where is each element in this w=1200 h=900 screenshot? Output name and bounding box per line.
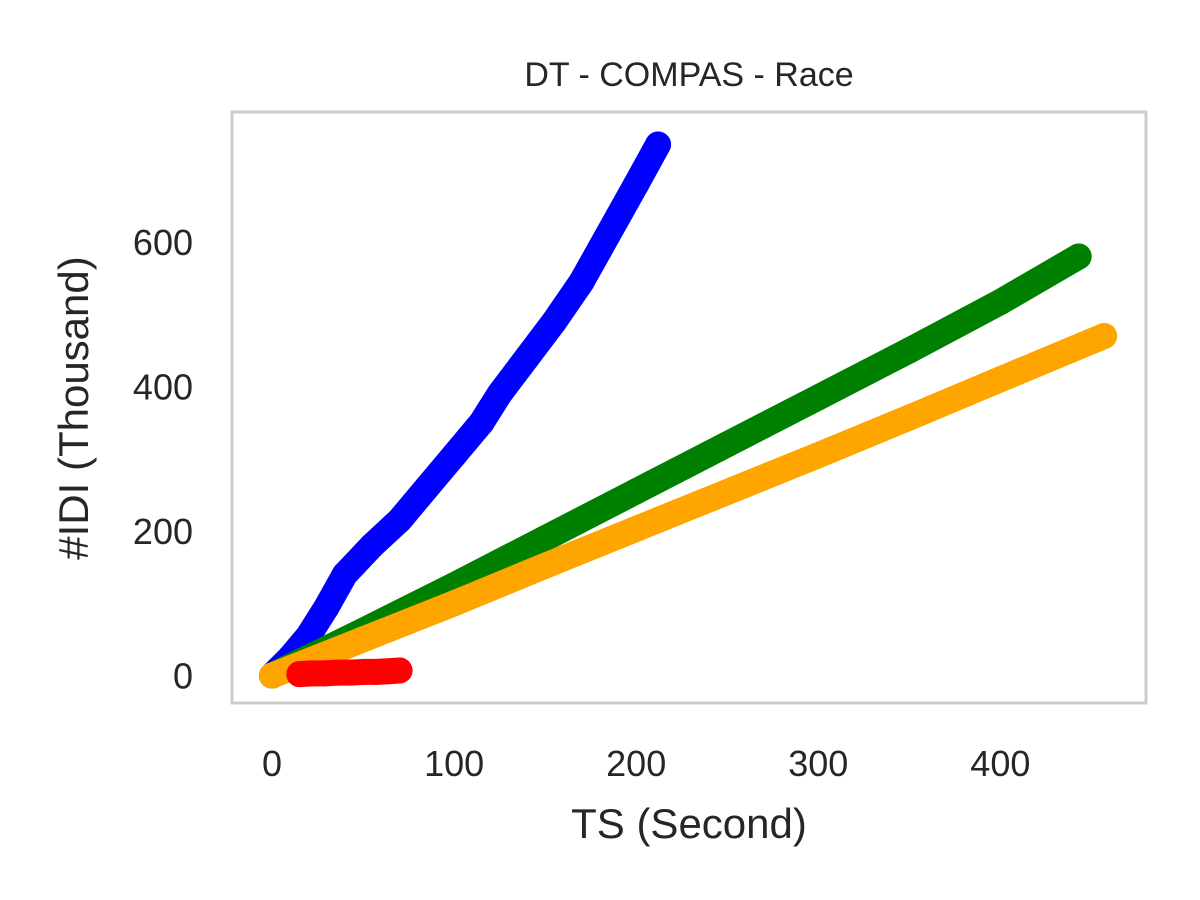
y-tick-label: 200 <box>133 511 193 552</box>
y-tick-label: 0 <box>173 656 193 697</box>
series-1-point-3 <box>532 525 559 552</box>
series-0-point-7 <box>413 474 440 501</box>
series-2-point-7 <box>896 404 923 431</box>
series-0-point-16 <box>623 171 650 198</box>
chart-title: DT - COMPAS - Race <box>524 56 853 94</box>
y-axis-label: #IDI (Thousand) <box>50 256 97 559</box>
series-1-point-9 <box>1065 243 1092 270</box>
series-0-point-3 <box>313 593 340 620</box>
x-tick-label: 200 <box>606 743 666 784</box>
series-2-point-8 <box>987 366 1014 393</box>
series-3 <box>286 657 413 688</box>
x-tick-label: 400 <box>970 743 1030 784</box>
series-1-point-6 <box>805 384 832 411</box>
series-0-point-10 <box>486 380 513 407</box>
y-tick-label: 600 <box>133 222 193 263</box>
series-2-point-3 <box>532 552 559 579</box>
series-layer <box>259 131 1118 689</box>
series-1-point-4 <box>623 478 650 505</box>
series-1-point-5 <box>714 431 741 458</box>
y-tick-label: 400 <box>133 367 193 408</box>
series-0-point-12 <box>541 308 568 335</box>
series-1-line <box>259 243 1092 689</box>
series-0-point-17 <box>645 131 672 158</box>
series-0-point-6 <box>386 507 413 534</box>
series-2-point-6 <box>805 442 832 469</box>
series-0-point-4 <box>331 561 358 588</box>
plot-area-frame <box>230 110 1148 705</box>
series-0-point-15 <box>604 203 631 230</box>
series-0-point-13 <box>568 268 595 295</box>
series-1-point-8 <box>987 289 1014 316</box>
x-tick-label: 0 <box>262 743 282 784</box>
series-0-point-9 <box>468 409 495 436</box>
series-2-point-5 <box>714 479 741 506</box>
series-3-point-8 <box>386 657 413 684</box>
series-2-point-1 <box>350 626 377 653</box>
x-axis-label: TS (Second) <box>571 800 807 847</box>
series-1-point-7 <box>896 337 923 364</box>
series-2-point-2 <box>441 590 468 617</box>
x-tick-label: 300 <box>788 743 848 784</box>
series-0-point-8 <box>441 442 468 469</box>
x-tick-label: 100 <box>424 743 484 784</box>
series-2-point-9 <box>1091 322 1118 349</box>
y-axis-ticks: 0 200 400 600 <box>133 222 193 696</box>
series-2 <box>259 322 1118 689</box>
series-2-point-4 <box>623 515 650 542</box>
series-2-point-0 <box>259 662 286 689</box>
series-0-point-14 <box>586 236 613 263</box>
series-0-point-5 <box>359 532 386 559</box>
x-axis-ticks: 0 100 200 300 400 <box>262 743 1030 784</box>
series-0-point-11 <box>513 344 540 371</box>
series-2-line <box>259 322 1118 689</box>
